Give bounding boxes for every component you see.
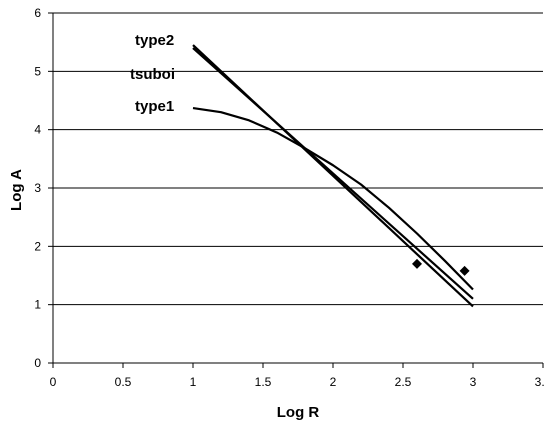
data-points — [412, 258, 470, 276]
gridlines — [53, 12, 543, 306]
x-axis-title: Log R — [277, 404, 320, 421]
y-axis-title: Log A — [8, 169, 25, 211]
data-point-marker — [412, 258, 422, 269]
x-tick-label: 1 — [190, 375, 197, 389]
x-tick-labels: 0 0.5 1 1.5 2 2.5 3 3.5 — [50, 375, 545, 389]
y-tick-label: 0 — [34, 356, 41, 370]
x-tick-label: 0 — [50, 375, 57, 389]
x-tick-label: 2.5 — [395, 375, 412, 389]
x-tick-label: 1.5 — [255, 375, 272, 389]
x-tick-label: 3.5 — [535, 375, 545, 389]
y-tick-label: 1 — [34, 298, 41, 312]
series-line-tsuboi — [192, 47, 474, 300]
y-tick-labels: 0 1 2 3 4 5 6 — [34, 6, 41, 370]
y-tick-label: 5 — [34, 64, 41, 78]
y-tick-label: 3 — [34, 181, 41, 195]
y-tick-label: 2 — [34, 239, 41, 253]
series-label-type1: type1 — [135, 98, 174, 115]
axis-ticks — [48, 12, 544, 368]
x-tick-label: 0.5 — [115, 375, 132, 389]
data-point-marker — [459, 265, 470, 276]
series-line-type1 — [192, 106, 474, 291]
series-label-type2: type2 — [135, 32, 174, 49]
series-lines — [192, 44, 474, 308]
x-tick-label: 3 — [470, 375, 477, 389]
y-tick-label: 4 — [34, 123, 41, 137]
x-tick-label: 2 — [330, 375, 337, 389]
series-label-tsuboi: tsuboi — [130, 66, 175, 83]
y-tick-label: 6 — [34, 6, 41, 20]
